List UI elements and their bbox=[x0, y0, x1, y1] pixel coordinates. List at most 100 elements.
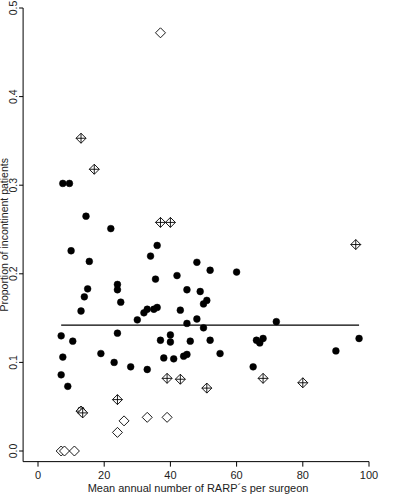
diamond bbox=[258, 373, 268, 383]
diamond bbox=[89, 164, 99, 174]
point bbox=[155, 28, 165, 38]
point bbox=[333, 347, 340, 354]
diamond bbox=[162, 373, 172, 383]
x-tick-label: 100 bbox=[360, 469, 378, 481]
point bbox=[258, 373, 268, 383]
point bbox=[351, 240, 361, 250]
cross bbox=[76, 133, 86, 143]
point bbox=[142, 412, 152, 422]
cross bbox=[89, 164, 99, 174]
point bbox=[193, 259, 200, 266]
cross bbox=[112, 395, 122, 405]
diamond bbox=[112, 427, 122, 437]
x-tick bbox=[38, 462, 39, 467]
point bbox=[200, 324, 207, 331]
point bbox=[58, 371, 65, 378]
diamond bbox=[162, 412, 172, 422]
point bbox=[111, 359, 118, 366]
point bbox=[147, 253, 154, 260]
point bbox=[167, 332, 174, 339]
point bbox=[167, 339, 174, 346]
plot-data bbox=[56, 28, 362, 456]
point bbox=[152, 276, 159, 283]
y-tick bbox=[19, 8, 23, 9]
point bbox=[59, 180, 66, 187]
x-tick-label: 20 bbox=[98, 469, 110, 481]
diamond bbox=[142, 412, 152, 422]
point bbox=[155, 217, 165, 227]
chart: 0204060801000.00.10.20.30.40.5Mean annua… bbox=[0, 0, 401, 500]
cross bbox=[202, 383, 212, 393]
diamond bbox=[351, 240, 361, 250]
point bbox=[165, 217, 175, 227]
cross bbox=[78, 408, 88, 418]
diamond bbox=[165, 217, 175, 227]
y-axis-title: Proportion of incontinent patients bbox=[0, 158, 10, 312]
y-tick bbox=[19, 451, 23, 452]
point bbox=[197, 288, 204, 295]
point bbox=[127, 363, 134, 370]
point bbox=[59, 354, 66, 361]
axes: 0204060801000.00.10.20.30.40.5 bbox=[7, 1, 378, 481]
diamond bbox=[112, 395, 122, 405]
cross bbox=[175, 374, 185, 384]
point bbox=[170, 355, 177, 362]
point bbox=[83, 213, 90, 220]
point bbox=[160, 355, 167, 362]
point bbox=[117, 299, 124, 306]
point bbox=[64, 383, 71, 390]
cross bbox=[155, 217, 165, 227]
diamond bbox=[298, 378, 308, 388]
y-axis-line bbox=[23, 8, 24, 462]
point bbox=[250, 363, 257, 370]
y-tick bbox=[19, 362, 23, 363]
point bbox=[162, 373, 172, 383]
point bbox=[81, 293, 88, 300]
point bbox=[114, 330, 121, 337]
point bbox=[175, 374, 185, 384]
point bbox=[162, 412, 172, 422]
cross bbox=[351, 240, 361, 250]
x-tick bbox=[369, 462, 370, 467]
point bbox=[184, 351, 191, 358]
point bbox=[184, 286, 191, 293]
point bbox=[157, 337, 164, 344]
point bbox=[177, 307, 184, 314]
y-tick-label: 0.5 bbox=[7, 1, 19, 16]
point bbox=[174, 272, 181, 279]
cross bbox=[162, 373, 172, 383]
point bbox=[69, 446, 79, 456]
x-tick bbox=[170, 462, 171, 467]
point bbox=[97, 350, 104, 357]
y-tick-label: 0.4 bbox=[7, 89, 19, 104]
x-tick-label: 60 bbox=[230, 469, 242, 481]
point bbox=[144, 366, 151, 373]
diamond bbox=[155, 217, 165, 227]
reference-line bbox=[61, 325, 359, 326]
cross bbox=[298, 378, 308, 388]
point bbox=[298, 378, 308, 388]
x-axis-title: Mean annual number of RARP´s per surgeon bbox=[88, 482, 309, 494]
point bbox=[207, 337, 214, 344]
point bbox=[233, 269, 240, 276]
point bbox=[154, 304, 161, 311]
point bbox=[89, 164, 99, 174]
x-tick-label: 80 bbox=[297, 469, 309, 481]
point bbox=[66, 180, 73, 187]
cross bbox=[165, 217, 175, 227]
point bbox=[69, 338, 76, 345]
diamond bbox=[119, 416, 129, 426]
point bbox=[58, 332, 65, 339]
point bbox=[217, 350, 224, 357]
point bbox=[76, 133, 86, 143]
diamond bbox=[69, 446, 79, 456]
x-tick-label: 40 bbox=[164, 469, 176, 481]
y-tick bbox=[19, 185, 23, 186]
diamond bbox=[155, 28, 165, 38]
point bbox=[78, 408, 88, 418]
point bbox=[203, 297, 210, 304]
point bbox=[193, 316, 200, 323]
y-tick-label: 0.1 bbox=[7, 355, 19, 370]
point bbox=[144, 306, 151, 313]
x-axis-line bbox=[23, 461, 369, 462]
